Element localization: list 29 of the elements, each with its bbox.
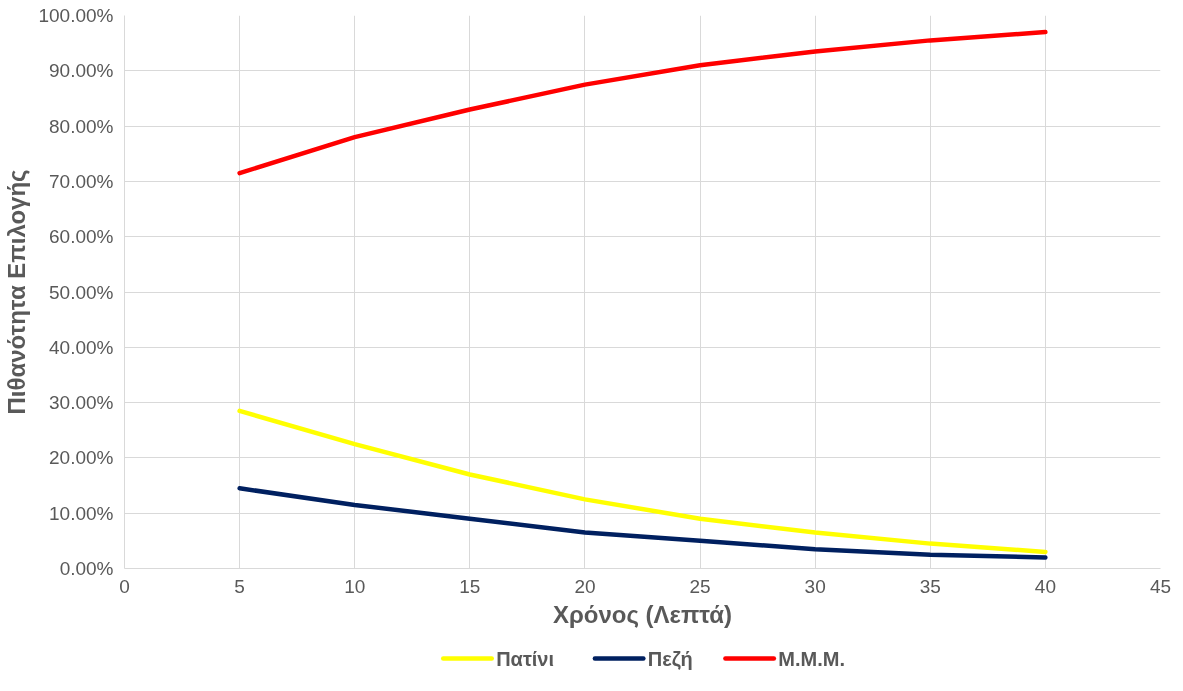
- x-tick-label: 25: [689, 575, 711, 597]
- x-tick-label: 0: [119, 575, 130, 597]
- legend-label: Πατίνι: [496, 647, 555, 670]
- x-tick-label: 35: [919, 575, 941, 597]
- y-tick-label: 10.00%: [49, 502, 114, 524]
- legend-label: Πεζή: [647, 647, 693, 670]
- y-tick-label: 60.00%: [49, 226, 114, 248]
- y-tick-label: 50.00%: [49, 281, 114, 303]
- x-tick-label: 15: [459, 575, 481, 597]
- y-tick-label: 90.00%: [49, 60, 114, 82]
- x-tick-label: 5: [234, 575, 245, 597]
- line-series: [237, 486, 1048, 560]
- legend-label: Μ.Μ.Μ.: [778, 647, 845, 670]
- x-axis-title: Χρόνος (Λεπτά): [552, 600, 733, 628]
- y-tick-label: 30.00%: [49, 392, 114, 414]
- y-tick-label: 0.00%: [59, 558, 114, 579]
- line-series: [237, 29, 1048, 176]
- x-tick-label: 40: [1034, 575, 1056, 597]
- y-axis-title: Πιθανότητα Επιλογής: [3, 169, 31, 415]
- y-tick-label: 70.00%: [49, 170, 114, 192]
- y-tick-label: 20.00%: [49, 447, 114, 469]
- y-tick-label: 40.00%: [49, 336, 114, 358]
- x-tick-label: 45: [1149, 575, 1172, 597]
- x-tick-label: 10: [344, 575, 366, 597]
- y-tick-label: 100.00%: [38, 5, 114, 26]
- y-tick-label: 80.00%: [49, 115, 114, 137]
- x-tick-label: 20: [574, 575, 596, 597]
- line-series: [237, 408, 1048, 555]
- x-tick-label: 30: [804, 575, 826, 597]
